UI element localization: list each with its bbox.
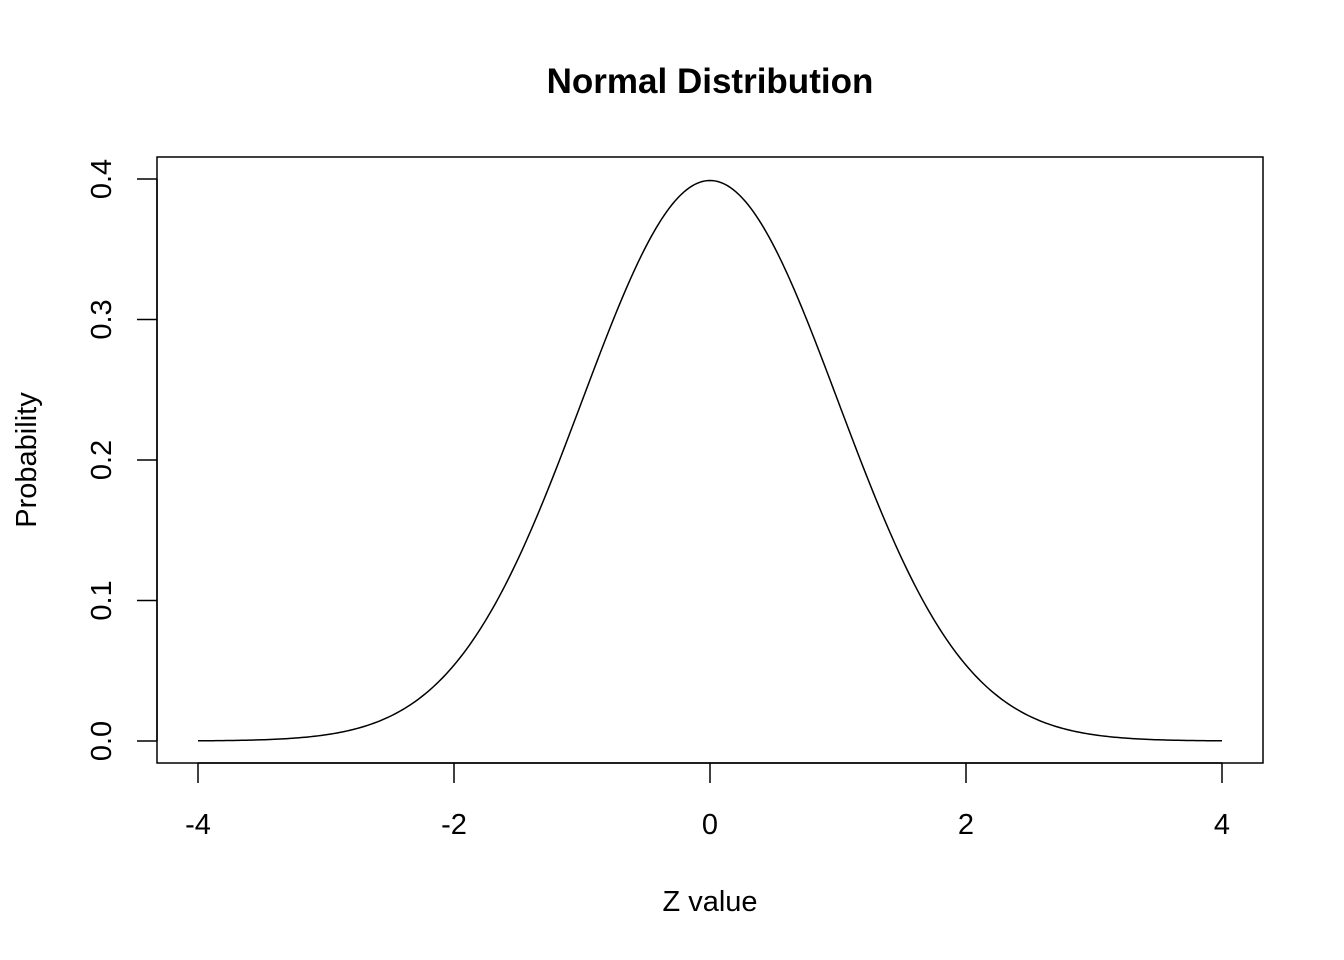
y-tick-label: 0.3 bbox=[86, 299, 118, 339]
y-tick-label: 0.4 bbox=[86, 159, 118, 199]
x-tick-label: 4 bbox=[1214, 809, 1230, 841]
x-tick-label: 2 bbox=[958, 809, 974, 841]
x-tick-label: 0 bbox=[702, 809, 718, 841]
density-curve bbox=[197, 179, 1223, 742]
y-axis-label: Probability bbox=[11, 392, 43, 528]
y-tick-label: 0.0 bbox=[86, 721, 118, 761]
x-tick-label: -4 bbox=[185, 809, 211, 841]
chart-title: Normal Distribution bbox=[547, 62, 874, 101]
y-tick-label: 0.2 bbox=[86, 440, 118, 480]
y-tick-label: 0.1 bbox=[86, 580, 118, 620]
x-tick-label: -2 bbox=[441, 809, 467, 841]
x-axis-label: Z value bbox=[662, 886, 757, 918]
x-axis: -4 -2 0 2 4 bbox=[185, 762, 1230, 841]
plot-box bbox=[156, 156, 1264, 764]
y-axis: 0.0 0.1 0.2 0.3 0.4 bbox=[86, 159, 158, 761]
